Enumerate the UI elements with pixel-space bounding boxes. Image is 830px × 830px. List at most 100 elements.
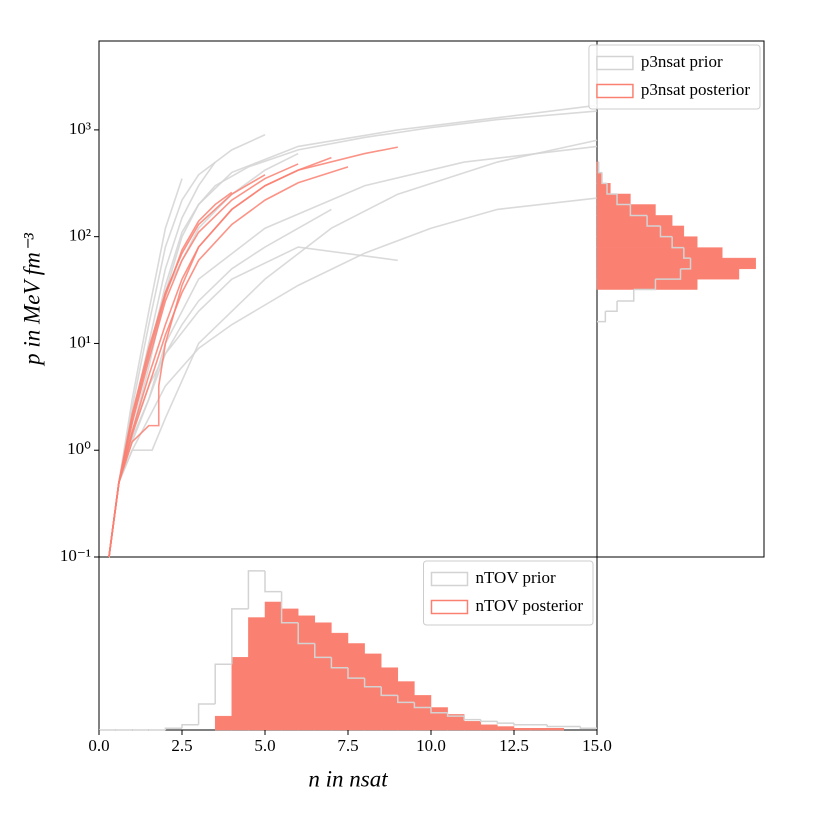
hist-bar bbox=[596, 172, 603, 184]
hist-step bbox=[597, 161, 603, 174]
hist-bar bbox=[463, 721, 482, 731]
x-tick-label: 15.0 bbox=[582, 736, 612, 755]
hist-step bbox=[496, 721, 514, 724]
hist-step bbox=[513, 723, 531, 726]
hist-bar bbox=[347, 643, 365, 731]
hist-step bbox=[164, 727, 182, 730]
hist-bar bbox=[596, 215, 673, 227]
curve bbox=[108, 145, 598, 558]
hist-step bbox=[605, 300, 618, 313]
curve bbox=[108, 174, 266, 558]
hist-bar bbox=[397, 681, 415, 731]
hist-bar bbox=[596, 225, 685, 237]
hist-step bbox=[671, 236, 684, 249]
legend-swatch bbox=[430, 599, 469, 615]
hist-bar bbox=[530, 728, 548, 731]
hist-bar bbox=[248, 617, 266, 731]
hist-bar bbox=[480, 724, 498, 731]
hist-step bbox=[617, 289, 635, 302]
hist-step bbox=[231, 608, 249, 665]
curve bbox=[108, 166, 349, 558]
hist-bar bbox=[414, 695, 432, 731]
legend-swatch bbox=[430, 571, 469, 587]
hist-step bbox=[280, 591, 299, 624]
curve bbox=[108, 152, 299, 558]
hist-step bbox=[297, 622, 315, 645]
hist-step bbox=[314, 643, 332, 659]
legend-box bbox=[588, 44, 761, 110]
hist-step bbox=[347, 667, 365, 679]
hist-bar bbox=[596, 204, 656, 216]
hist-bar bbox=[497, 726, 515, 731]
hist-step bbox=[264, 570, 282, 593]
hist-bar bbox=[214, 715, 233, 731]
y-tick-label: 10² bbox=[69, 226, 91, 245]
curve bbox=[108, 191, 233, 558]
legend-label: nTOV prior bbox=[475, 568, 555, 587]
y-tick-label: 10³ bbox=[69, 119, 91, 138]
right-axes bbox=[596, 40, 765, 558]
hist-bar bbox=[596, 257, 756, 270]
hist-bar bbox=[430, 707, 448, 731]
x-axis-label: n in nsat bbox=[308, 766, 388, 791]
hist-step bbox=[247, 570, 265, 609]
hist-bar bbox=[596, 247, 723, 259]
hist-step bbox=[430, 707, 448, 714]
hist-step bbox=[629, 204, 648, 217]
main-axes bbox=[98, 40, 598, 558]
x-tick-label: 7.5 bbox=[337, 736, 358, 755]
hist-step bbox=[397, 695, 415, 704]
x-tick-label: 0.0 bbox=[88, 736, 109, 755]
x-tick-label: 2.5 bbox=[171, 736, 192, 755]
hist-step bbox=[413, 702, 431, 709]
hist-bar bbox=[596, 183, 611, 195]
hist-step bbox=[655, 268, 682, 280]
hist-bar bbox=[231, 657, 249, 731]
hist-step bbox=[633, 279, 657, 291]
hist-bar bbox=[546, 728, 565, 731]
y-tick-label: 10⁻¹ bbox=[60, 546, 91, 565]
hist-step bbox=[597, 311, 607, 323]
hist-bar bbox=[513, 728, 531, 731]
hist-bar bbox=[281, 608, 299, 731]
hist-step bbox=[214, 663, 232, 705]
hist-step bbox=[181, 724, 199, 729]
hist-step bbox=[380, 686, 398, 697]
hist-step bbox=[616, 193, 631, 206]
legend-label: nTOV posterior bbox=[475, 596, 583, 615]
hist-bar bbox=[297, 615, 316, 731]
hist-bar bbox=[596, 278, 698, 290]
hist-bar bbox=[596, 268, 740, 280]
legend-box bbox=[422, 560, 594, 626]
hist-bar bbox=[314, 622, 332, 731]
hist-step bbox=[680, 258, 692, 270]
hist-bar bbox=[364, 653, 382, 731]
hist-step bbox=[606, 183, 618, 195]
y-tick-label: 10¹ bbox=[69, 332, 91, 351]
hist-step bbox=[659, 225, 673, 238]
curve bbox=[108, 110, 598, 558]
legend-label: p3nsat prior bbox=[641, 52, 723, 71]
x-tick-label: 10.0 bbox=[416, 736, 446, 755]
hist-step bbox=[363, 678, 382, 688]
hist-step bbox=[646, 215, 661, 227]
hist-step bbox=[446, 712, 465, 717]
hist-step bbox=[579, 726, 597, 730]
y-tick-label: 10⁰ bbox=[67, 439, 91, 458]
hist-bar bbox=[264, 601, 282, 731]
x-tick-label: 5.0 bbox=[254, 736, 275, 755]
hist-step bbox=[463, 716, 481, 721]
hist-step bbox=[197, 703, 216, 725]
hist-step bbox=[601, 172, 608, 185]
legend-swatch bbox=[596, 55, 634, 71]
hist-bar bbox=[596, 193, 631, 205]
x-tick-label: 12.5 bbox=[499, 736, 529, 755]
legend-swatch bbox=[596, 83, 634, 99]
hist-bar bbox=[331, 632, 349, 731]
legend-label: p3nsat posterior bbox=[641, 80, 750, 99]
hist-bar bbox=[380, 667, 399, 731]
curve bbox=[108, 139, 598, 558]
hist-step bbox=[546, 724, 564, 728]
